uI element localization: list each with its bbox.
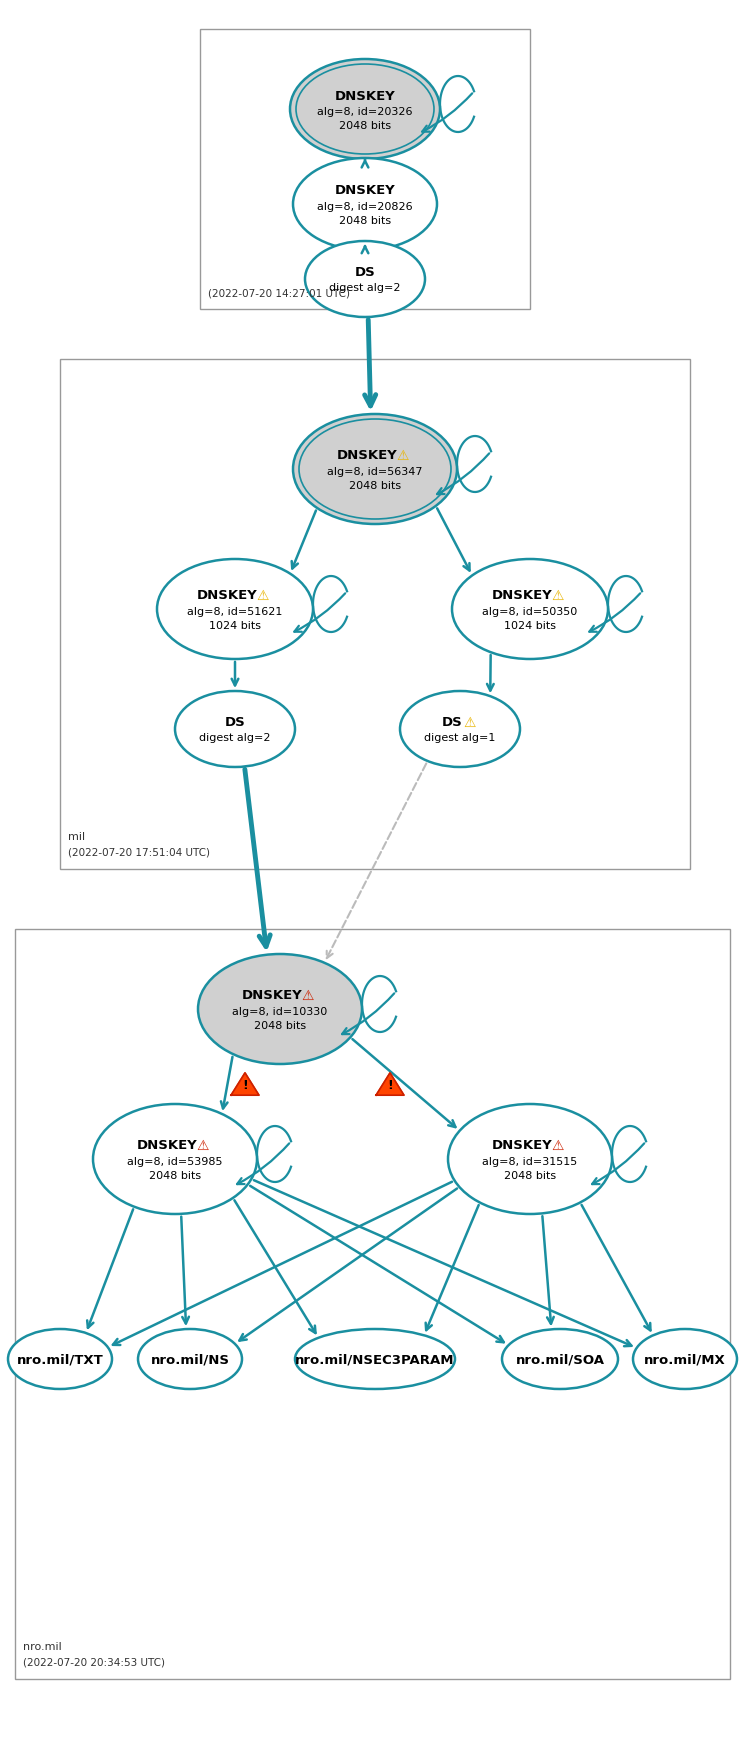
Text: !: ! [387, 1079, 393, 1092]
Text: ⚠: ⚠ [256, 588, 268, 602]
Text: ⚠: ⚠ [396, 449, 409, 463]
Ellipse shape [633, 1329, 737, 1390]
Ellipse shape [400, 691, 520, 767]
Text: DS: DS [355, 267, 376, 279]
Ellipse shape [305, 242, 425, 318]
Text: digest alg=2: digest alg=2 [329, 283, 400, 293]
Text: nro.mil/NS: nro.mil/NS [150, 1353, 229, 1365]
Text: alg=8, id=10330: alg=8, id=10330 [232, 1006, 328, 1016]
Text: ⚠: ⚠ [551, 588, 563, 602]
Text: 1024 bits: 1024 bits [504, 621, 556, 630]
Ellipse shape [198, 955, 362, 1064]
Text: 2048 bits: 2048 bits [504, 1171, 556, 1181]
Text: ⚠: ⚠ [196, 1139, 208, 1153]
Ellipse shape [448, 1104, 612, 1214]
Bar [15, 930, 730, 1680]
Polygon shape [376, 1074, 404, 1095]
Text: DNSKEY: DNSKEY [492, 590, 552, 602]
Ellipse shape [452, 560, 608, 660]
Polygon shape [231, 1074, 259, 1095]
Text: (2022-07-20 20:34:53 UTC): (2022-07-20 20:34:53 UTC) [23, 1657, 165, 1667]
Ellipse shape [138, 1329, 242, 1390]
Text: nro.mil/TXT: nro.mil/TXT [16, 1353, 103, 1365]
Bar [60, 360, 690, 869]
Text: DNSKEY: DNSKEY [137, 1139, 197, 1151]
Text: digest alg=2: digest alg=2 [199, 732, 270, 742]
Ellipse shape [157, 560, 313, 660]
Text: DNSKEY: DNSKEY [241, 988, 303, 1002]
Bar [200, 30, 530, 311]
Text: 2048 bits: 2048 bits [149, 1171, 201, 1181]
Text: DS: DS [225, 716, 245, 728]
Text: DNSKEY: DNSKEY [196, 590, 258, 602]
Text: alg=8, id=53985: alg=8, id=53985 [127, 1157, 223, 1167]
Text: 2048 bits: 2048 bits [349, 481, 401, 491]
Text: alg=8, id=51621: alg=8, id=51621 [187, 607, 282, 616]
Text: (2022-07-20 14:27:01 UTC): (2022-07-20 14:27:01 UTC) [208, 288, 350, 298]
Ellipse shape [290, 60, 440, 160]
Text: ⚠: ⚠ [551, 1139, 563, 1153]
Text: alg=8, id=31515: alg=8, id=31515 [483, 1157, 577, 1167]
Ellipse shape [293, 160, 437, 251]
Text: mil: mil [68, 832, 85, 841]
Text: DNSKEY: DNSKEY [492, 1139, 552, 1151]
Text: nro.mil/SOA: nro.mil/SOA [515, 1353, 604, 1365]
Text: !: ! [242, 1079, 248, 1092]
Text: ⚠: ⚠ [301, 988, 314, 1002]
Text: nro.mil/NSEC3PARAM: nro.mil/NSEC3PARAM [295, 1353, 455, 1365]
Text: DNSKEY: DNSKEY [335, 184, 395, 197]
Text: (2022-07-20 17:51:04 UTC): (2022-07-20 17:51:04 UTC) [68, 848, 210, 858]
Ellipse shape [175, 691, 295, 767]
Ellipse shape [295, 1329, 455, 1390]
Text: digest alg=1: digest alg=1 [424, 732, 496, 742]
Text: 1024 bits: 1024 bits [209, 621, 261, 630]
Text: DNSKEY: DNSKEY [337, 449, 397, 462]
Text: DNSKEY: DNSKEY [335, 90, 395, 102]
Text: alg=8, id=20826: alg=8, id=20826 [317, 202, 413, 212]
Ellipse shape [8, 1329, 112, 1390]
Text: 2048 bits: 2048 bits [339, 121, 391, 132]
Text: nro.mil/MX: nro.mil/MX [644, 1353, 726, 1365]
Text: nro.mil: nro.mil [23, 1641, 62, 1651]
Text: alg=8, id=50350: alg=8, id=50350 [483, 607, 577, 616]
Ellipse shape [93, 1104, 257, 1214]
Text: alg=8, id=56347: alg=8, id=56347 [327, 467, 423, 477]
Ellipse shape [293, 414, 457, 525]
Text: ⚠: ⚠ [463, 716, 476, 730]
Text: alg=8, id=20326: alg=8, id=20326 [317, 107, 413, 118]
Ellipse shape [502, 1329, 618, 1390]
Text: 2048 bits: 2048 bits [254, 1020, 306, 1030]
Text: DS: DS [441, 716, 462, 728]
Text: 2048 bits: 2048 bits [339, 216, 391, 226]
